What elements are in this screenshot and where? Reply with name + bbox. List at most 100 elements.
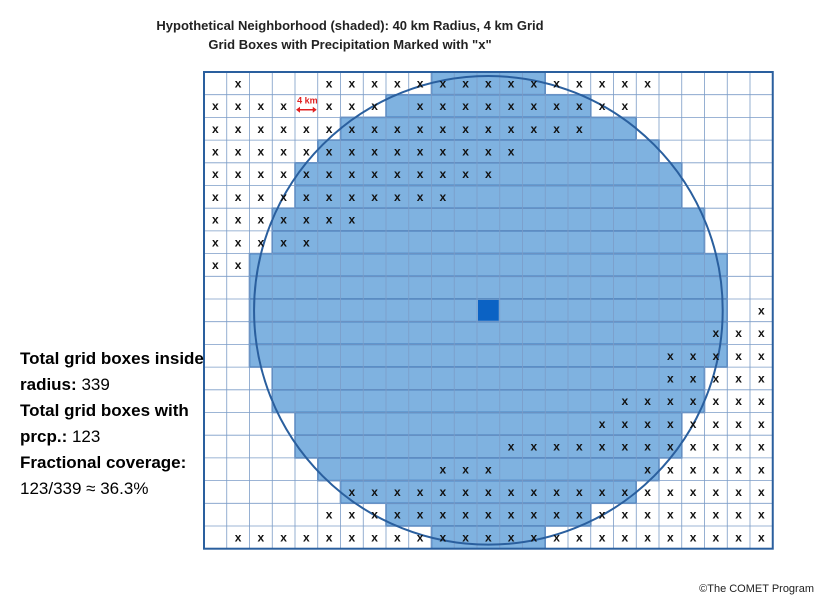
precip-x-mark: x bbox=[508, 76, 515, 90]
precip-x-mark: x bbox=[576, 530, 583, 544]
precip-x-mark: x bbox=[462, 122, 469, 136]
precip-x-mark: x bbox=[713, 326, 720, 340]
precip-x-mark: x bbox=[758, 508, 765, 522]
precip-x-mark: x bbox=[440, 99, 447, 113]
precip-x-mark: x bbox=[644, 394, 651, 408]
precip-x-mark: x bbox=[462, 99, 469, 113]
precip-x-mark: x bbox=[667, 371, 674, 385]
precip-x-mark: x bbox=[758, 530, 765, 544]
precip-x-mark: x bbox=[371, 485, 378, 499]
shaded-row bbox=[271, 230, 706, 255]
precip-x-mark: x bbox=[349, 213, 356, 227]
precip-x-mark: x bbox=[212, 258, 219, 272]
precip-x-mark: x bbox=[212, 99, 219, 113]
precip-x-mark: x bbox=[326, 190, 333, 204]
precip-x-mark: x bbox=[599, 508, 606, 522]
precip-x-mark: x bbox=[713, 349, 720, 363]
precip-x-mark: x bbox=[531, 122, 538, 136]
precip-x-mark: x bbox=[349, 508, 356, 522]
total-boxes-line: Total grid boxes inside radius: 339 bbox=[20, 349, 204, 394]
precip-x-mark: x bbox=[235, 76, 242, 90]
precip-x-mark: x bbox=[417, 99, 424, 113]
precip-x-mark: x bbox=[485, 144, 492, 158]
precip-x-mark: x bbox=[258, 213, 265, 227]
precip-x-mark: x bbox=[667, 349, 674, 363]
precip-x-mark: x bbox=[417, 485, 424, 499]
precip-x-mark: x bbox=[758, 326, 765, 340]
precip-x-mark: x bbox=[758, 394, 765, 408]
precip-x-mark: x bbox=[531, 99, 538, 113]
precip-x-mark: x bbox=[235, 99, 242, 113]
precip-x-mark: x bbox=[235, 167, 242, 181]
precip-x-mark: x bbox=[758, 440, 765, 454]
precip-x-mark: x bbox=[349, 144, 356, 158]
precip-x-mark: x bbox=[280, 167, 287, 181]
precip-x-mark: x bbox=[485, 76, 492, 90]
precip-x-mark: x bbox=[667, 485, 674, 499]
precip-x-mark: x bbox=[576, 508, 583, 522]
precip-x-mark: x bbox=[553, 440, 560, 454]
precip-x-mark: x bbox=[371, 190, 378, 204]
precip-x-mark: x bbox=[667, 508, 674, 522]
precip-x-mark: x bbox=[576, 76, 583, 90]
precip-x-mark: x bbox=[690, 394, 697, 408]
shaded-row bbox=[248, 343, 728, 368]
precip-x-mark: x bbox=[440, 462, 447, 476]
radius-circle bbox=[253, 75, 724, 546]
total-boxes-label: Total grid boxes inside radius bbox=[20, 349, 204, 394]
precip-x-mark: x bbox=[599, 76, 606, 90]
precip-x-mark: x bbox=[212, 190, 219, 204]
precip-x-mark: x bbox=[758, 417, 765, 431]
copyright-credit: ©The COMET Program bbox=[699, 583, 814, 595]
precip-x-mark: x bbox=[690, 485, 697, 499]
grid-frame bbox=[203, 71, 774, 550]
precip-x-mark: x bbox=[622, 485, 629, 499]
precip-x-mark: x bbox=[417, 144, 424, 158]
precip-x-mark: x bbox=[690, 462, 697, 476]
precip-x-mark: x bbox=[258, 99, 265, 113]
precip-x-mark: x bbox=[462, 144, 469, 158]
precip-x-mark: x bbox=[713, 462, 720, 476]
precip-x-mark: x bbox=[303, 190, 310, 204]
precip-x-mark: x bbox=[349, 485, 356, 499]
precip-x-mark: x bbox=[485, 99, 492, 113]
scale-label: 4 km bbox=[297, 96, 318, 106]
precip-x-mark: x bbox=[508, 99, 515, 113]
precip-x-mark: x bbox=[235, 235, 242, 249]
precip-x-mark: x bbox=[644, 440, 651, 454]
precip-x-mark: x bbox=[303, 122, 310, 136]
precip-x-mark: x bbox=[394, 144, 401, 158]
precip-x-mark: x bbox=[735, 485, 742, 499]
precip-x-mark: x bbox=[758, 349, 765, 363]
shaded-row bbox=[248, 275, 728, 300]
precip-x-mark: x bbox=[440, 190, 447, 204]
precip-x-mark: x bbox=[690, 440, 697, 454]
precip-x-mark: x bbox=[508, 508, 515, 522]
precip-x-mark: x bbox=[235, 122, 242, 136]
precip-x-mark: x bbox=[644, 76, 651, 90]
precip-x-mark: x bbox=[417, 122, 424, 136]
precip-x-mark: x bbox=[758, 462, 765, 476]
precip-x-mark: x bbox=[371, 76, 378, 90]
total-boxes-value: 339 bbox=[81, 375, 110, 394]
precip-x-mark: x bbox=[417, 530, 424, 544]
precip-x-mark: x bbox=[758, 371, 765, 385]
precip-x-mark: x bbox=[462, 485, 469, 499]
prcp-boxes-value: 123 bbox=[71, 427, 101, 446]
precip-x-mark: x bbox=[280, 213, 287, 227]
precip-x-mark: x bbox=[280, 144, 287, 158]
precip-x-mark: x bbox=[326, 99, 333, 113]
precip-x-mark: x bbox=[622, 417, 629, 431]
precip-x-mark: x bbox=[212, 213, 219, 227]
precip-x-mark: x bbox=[644, 485, 651, 499]
precip-x-mark: x bbox=[417, 190, 424, 204]
precip-x-mark: x bbox=[280, 235, 287, 249]
precip-x-mark: x bbox=[508, 144, 515, 158]
precip-x-mark: x bbox=[349, 76, 356, 90]
precip-x-mark: x bbox=[735, 508, 742, 522]
precip-x-mark: x bbox=[235, 258, 242, 272]
precip-x-mark: x bbox=[735, 440, 742, 454]
precip-x-mark: x bbox=[622, 508, 629, 522]
precip-x-mark: x bbox=[258, 235, 265, 249]
precip-x-mark: x bbox=[258, 122, 265, 136]
